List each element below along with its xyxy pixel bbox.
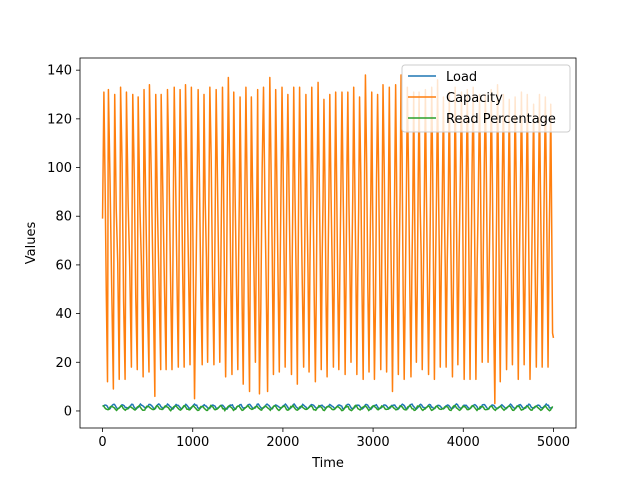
series-line-read-percentage [102, 404, 554, 412]
x-tick-label: 3000 [357, 435, 390, 450]
y-tick-label: 60 [55, 258, 72, 273]
y-tick-label: 20 [55, 356, 72, 371]
x-tick-label: 2000 [266, 435, 299, 450]
y-tick-label: 40 [55, 307, 72, 322]
y-tick-label: 120 [47, 112, 72, 127]
y-axis-label: Values [24, 222, 39, 265]
axes-frame [79, 57, 577, 429]
x-tick-label: 4000 [447, 435, 480, 450]
legend-label-capacity: Capacity [446, 91, 503, 106]
series-layer [101, 74, 555, 412]
legend-box [401, 64, 571, 133]
y-tick-label: 0 [64, 404, 72, 419]
series-line-capacity [101, 74, 555, 405]
y-tick-label: 140 [47, 64, 72, 79]
x-tick-label: 5000 [537, 435, 570, 450]
legend: Load Capacity Read Percentage [401, 64, 571, 133]
y-axis-ticks: 0 20 40 60 80 100 120 140 [47, 64, 80, 419]
x-axis-ticks: 0 1000 2000 3000 4000 5000 [98, 428, 570, 450]
legend-label-load: Load [446, 70, 477, 85]
y-tick-label: 100 [47, 161, 72, 176]
x-tick-label: 1000 [176, 435, 209, 450]
y-tick-label: 80 [55, 210, 72, 225]
x-tick-label: 0 [98, 435, 106, 450]
legend-label-read-percentage: Read Percentage [446, 112, 556, 127]
x-axis-label: Time [311, 456, 344, 471]
